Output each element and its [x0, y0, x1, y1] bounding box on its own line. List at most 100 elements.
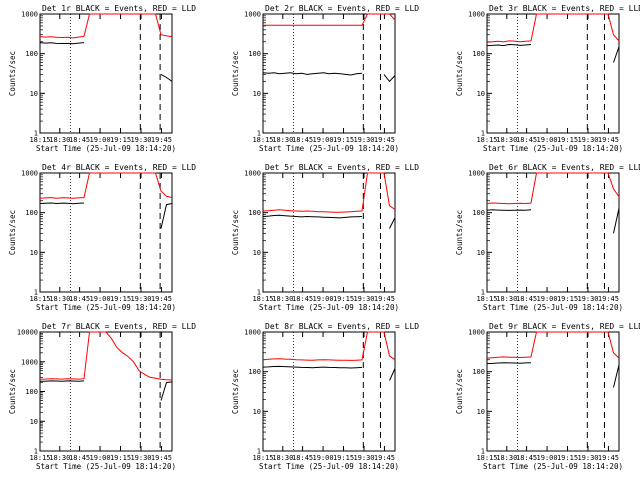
y-tick-label: 1: [34, 130, 38, 138]
y-tick-label: 10: [477, 90, 485, 98]
series-line-lld: [263, 13, 396, 26]
x-tick-label: 18:45: [516, 136, 537, 144]
x-tick-label: 19:30: [130, 454, 151, 462]
panel-title: Det 2r BLACK = Events, RED = LLD: [265, 4, 419, 13]
series-line-lld: [486, 13, 620, 43]
panel-det-9r: Det 9r BLACK = Events, RED = LLD 1 10 100 10…: [455, 322, 640, 471]
panel-det-7r: Det 7r BLACK = Events, RED = LLD 1 10 100 10…: [8, 322, 196, 471]
plot-frame: [262, 172, 396, 293]
y-tick-label: 10: [30, 418, 38, 426]
x-tick-label: 19:15: [110, 454, 131, 462]
y-tick-label: 1: [34, 448, 38, 456]
x-tick-label: 19:45: [374, 454, 395, 462]
x-tick-label: 19:00: [313, 295, 334, 303]
x-tick-label: 18:45: [292, 295, 313, 303]
y-tick-label: 10: [253, 249, 261, 257]
x-tick-label: 18:30: [272, 454, 293, 462]
panel-title: Det 4r BLACK = Events, RED = LLD: [42, 163, 196, 172]
y-tick-label: 100: [248, 368, 261, 376]
y-tick-label: 100: [25, 209, 38, 217]
x-tick-label: 18:45: [69, 295, 90, 303]
y-axis-label: Counts/sec: [8, 51, 17, 96]
y-tick-label: 10: [30, 249, 38, 257]
x-tick-label: 19:30: [577, 295, 598, 303]
x-axis-label: Start Time (25-Jul-09 18:14:20): [483, 303, 623, 312]
x-tick-label: 18:30: [49, 295, 70, 303]
series-line-events: [486, 43, 620, 63]
x-axis-label: Start Time (25-Jul-09 18:14:20): [36, 144, 176, 153]
x-tick-label: 19:00: [90, 295, 111, 303]
y-tick-label: 100: [248, 50, 261, 58]
x-tick-label: 19:15: [110, 136, 131, 144]
x-tick-label: 19:30: [130, 295, 151, 303]
x-tick-label: 19:30: [130, 136, 151, 144]
x-tick-label: 18:30: [496, 136, 517, 144]
series-line-events: [262, 214, 396, 229]
x-tick-label: 19:45: [374, 136, 395, 144]
x-tick-label: 18:45: [69, 454, 90, 462]
y-tick-label: 1000: [244, 329, 261, 337]
x-tick-label: 19:45: [151, 136, 172, 144]
series-line-lld: [39, 331, 173, 381]
y-tick-label: 1000: [468, 170, 485, 178]
x-tick-label: 19:45: [151, 454, 172, 462]
x-axis-label: Start Time (25-Jul-09 18:14:20): [259, 462, 399, 471]
x-tick-label: 18:15: [476, 295, 497, 303]
y-tick-label: 1: [481, 289, 485, 297]
plot-frame: [39, 331, 173, 452]
y-tick-label: 1: [257, 448, 261, 456]
y-tick-label: 1: [481, 130, 485, 138]
series-line-lld: [486, 331, 620, 359]
plot-frame: [486, 331, 620, 452]
x-tick-label: 18:30: [272, 295, 293, 303]
panel-title: Det 9r BLACK = Events, RED = LLD: [489, 322, 640, 331]
y-axis-label: Counts/sec: [231, 51, 240, 96]
x-tick-label: 18:30: [49, 454, 70, 462]
x-tick-label: 18:45: [292, 136, 313, 144]
x-tick-label: 19:00: [90, 136, 111, 144]
y-tick-label: 1000: [244, 170, 261, 178]
panel-title: Det 1r BLACK = Events, RED = LLD: [42, 4, 196, 13]
x-tick-label: 18:45: [516, 295, 537, 303]
y-tick-label: 10: [30, 90, 38, 98]
y-tick-label: 1: [257, 289, 261, 297]
x-tick-label: 19:30: [353, 136, 374, 144]
x-axis-label: Start Time (25-Jul-09 18:14:20): [483, 144, 623, 153]
x-tick-label: 19:15: [333, 295, 354, 303]
y-axis-label: Counts/sec: [8, 210, 17, 255]
y-axis-label: Counts/sec: [455, 369, 464, 414]
series-line-events: [486, 362, 620, 388]
x-tick-label: 18:15: [29, 136, 50, 144]
y-tick-label: 1000: [468, 11, 485, 19]
y-tick-label: 10000: [17, 329, 38, 337]
x-axis-label: Start Time (25-Jul-09 18:14:20): [36, 303, 176, 312]
x-tick-label: 19:15: [557, 136, 578, 144]
plot-frame: [262, 331, 396, 452]
x-tick-label: 18:30: [496, 295, 517, 303]
series-line-events: [39, 202, 173, 229]
y-tick-label: 1000: [21, 170, 38, 178]
x-tick-label: 19:45: [598, 454, 619, 462]
y-tick-label: 1: [257, 130, 261, 138]
y-tick-label: 100: [248, 209, 261, 217]
x-axis-label: Start Time (25-Jul-09 18:14:20): [259, 144, 399, 153]
panel-title: Det 7r BLACK = Events, RED = LLD: [42, 322, 196, 331]
y-axis-label: Counts/sec: [8, 369, 17, 414]
panel-det-5r: Det 5r BLACK = Events, RED = LLD 1 10 100 10…: [231, 163, 419, 312]
y-tick-label: 1000: [21, 11, 38, 19]
x-tick-label: 19:15: [110, 295, 131, 303]
series-line-lld: [262, 172, 396, 213]
y-tick-label: 100: [472, 209, 485, 217]
x-tick-label: 18:15: [29, 454, 50, 462]
y-tick-label: 100: [25, 388, 38, 396]
y-tick-label: 1000: [244, 11, 261, 19]
x-axis-label: Start Time (25-Jul-09 18:14:20): [259, 303, 399, 312]
x-tick-label: 19:00: [537, 454, 558, 462]
x-tick-label: 19:30: [577, 136, 598, 144]
x-tick-label: 19:45: [598, 136, 619, 144]
y-tick-label: 100: [25, 50, 38, 58]
y-axis-label: Counts/sec: [231, 369, 240, 414]
x-tick-label: 19:45: [151, 295, 172, 303]
x-tick-label: 18:45: [69, 136, 90, 144]
series-line-lld: [39, 172, 173, 199]
